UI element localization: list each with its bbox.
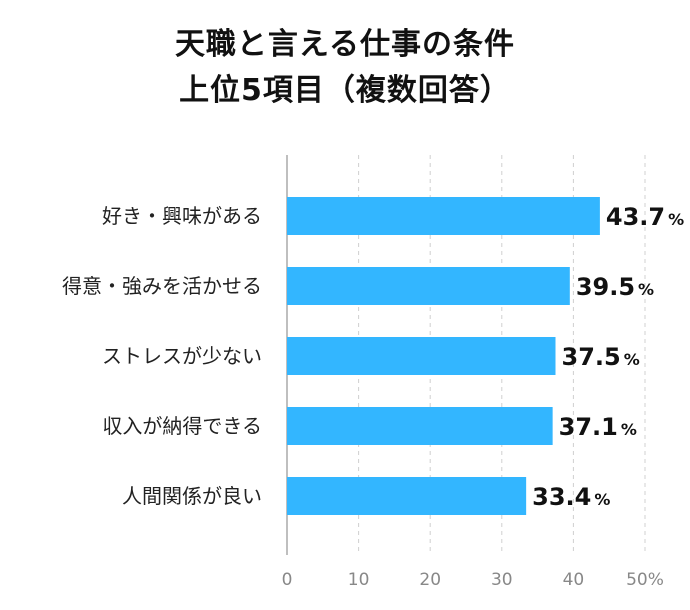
tick-label-4: 40 — [563, 570, 585, 590]
category-label-3: 収入が納得できる — [102, 414, 262, 438]
value-label-4: 33.4% — [532, 483, 610, 511]
bar-1 — [287, 267, 570, 305]
tick-label-0: 0 — [282, 570, 293, 590]
chart-title-line2: 上位5項目（複数回答） — [179, 73, 511, 108]
bar-0 — [287, 197, 600, 235]
chart-title: 天職と言える仕事の条件 上位5項目（複数回答） — [0, 22, 690, 114]
tick-label-2: 20 — [419, 570, 441, 590]
value-label-0: 43.7% — [606, 203, 684, 231]
value-label-2: 37.5% — [562, 343, 640, 371]
tick-label-3: 30 — [491, 570, 513, 590]
value-label-1: 39.5% — [576, 273, 654, 301]
category-label-4: 人間関係が良い — [122, 484, 262, 508]
value-labels: 43.7 % 39.5 % 37.5 % 37.1 % 33.4% — [532, 203, 684, 511]
chart-title-line1: 天職と言える仕事の条件 — [174, 27, 516, 62]
bars — [287, 197, 600, 515]
tick-labels: 0 10 20 30 40 50% — [282, 570, 664, 590]
category-label-0: 好き・興味がある — [102, 204, 262, 228]
tick-label-1: 10 — [348, 570, 370, 590]
category-label-1: 得意・強みを活かせる — [62, 274, 262, 298]
bar-2 — [287, 337, 556, 375]
tick-label-5: 50% — [626, 570, 664, 590]
value-label-3: 37.1% — [559, 413, 637, 441]
bar-3 — [287, 407, 553, 445]
category-label-2: ストレスが少ない — [102, 344, 262, 368]
category-labels: 好き・興味がある得意・強みを活かせるストレスが少ない収入が納得できる人間関係が良… — [62, 204, 262, 508]
bar-4 — [287, 477, 527, 515]
